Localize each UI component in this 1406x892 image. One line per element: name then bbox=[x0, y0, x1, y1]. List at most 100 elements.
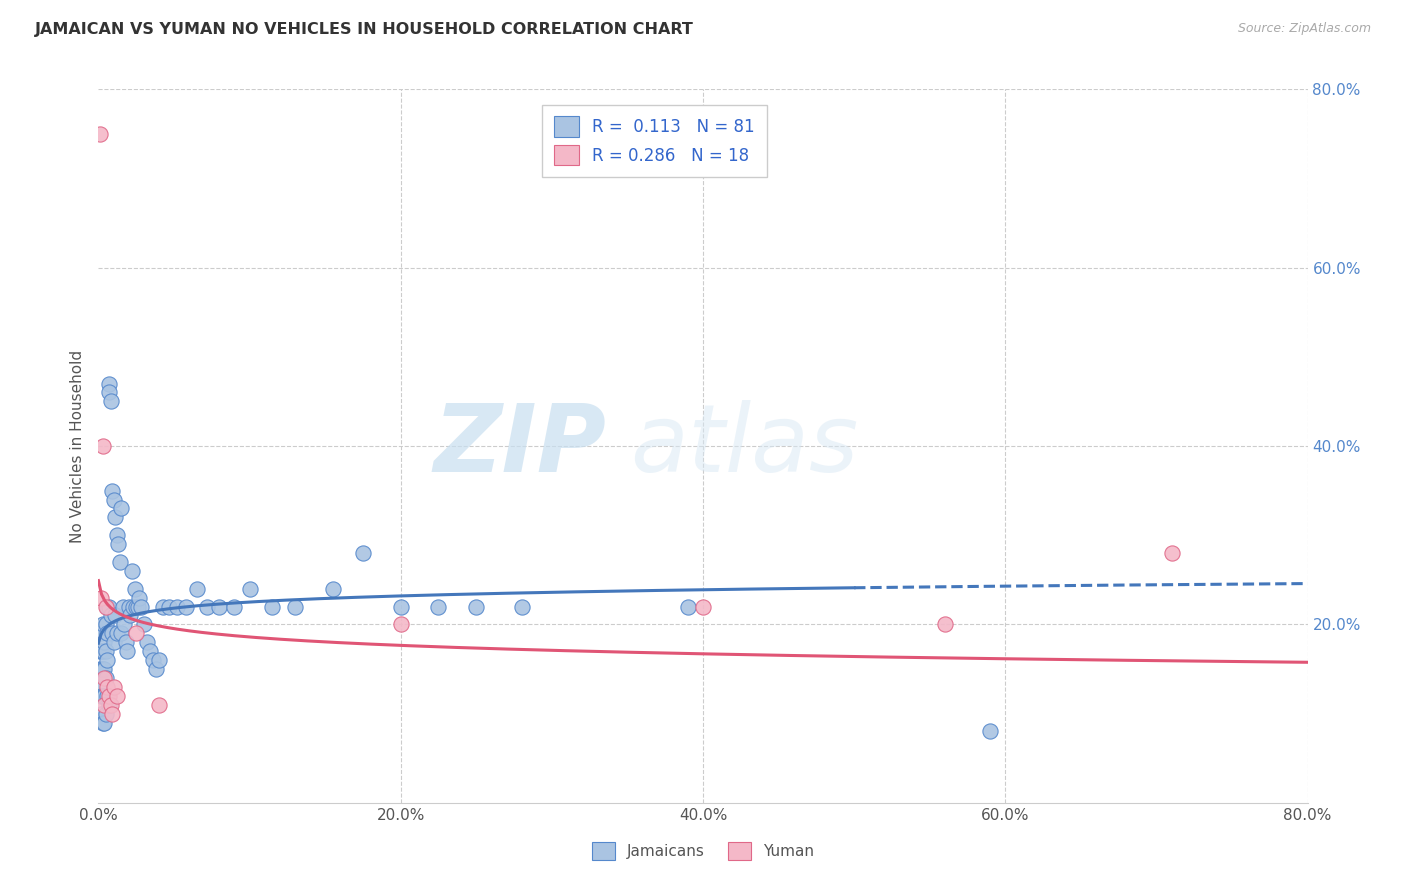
Point bbox=[427, 599, 450, 614]
Point bbox=[125, 599, 148, 614]
Point bbox=[676, 599, 699, 614]
Point bbox=[389, 617, 412, 632]
Point bbox=[89, 662, 111, 676]
Point bbox=[120, 608, 142, 623]
Point bbox=[114, 635, 136, 649]
Text: atlas: atlas bbox=[630, 401, 859, 491]
Point bbox=[159, 599, 181, 614]
Point bbox=[105, 528, 128, 542]
Point bbox=[101, 483, 124, 498]
Point bbox=[90, 689, 112, 703]
Point bbox=[148, 698, 170, 712]
Point bbox=[101, 706, 124, 721]
Point bbox=[139, 644, 162, 658]
Point bbox=[352, 546, 374, 560]
Point bbox=[979, 724, 1001, 739]
Point bbox=[132, 617, 155, 632]
Point bbox=[127, 599, 149, 614]
Point bbox=[91, 617, 114, 632]
Point bbox=[90, 626, 112, 640]
Point bbox=[91, 662, 114, 676]
Point bbox=[93, 662, 115, 676]
Text: ZIP: ZIP bbox=[433, 400, 606, 492]
Point bbox=[110, 501, 132, 516]
Point bbox=[101, 626, 124, 640]
Point bbox=[122, 599, 145, 614]
Point bbox=[105, 689, 128, 703]
Legend: Jamaicans, Yuman: Jamaicans, Yuman bbox=[586, 836, 820, 866]
Point bbox=[142, 653, 165, 667]
Point bbox=[112, 617, 135, 632]
Point bbox=[239, 582, 262, 596]
Point bbox=[934, 617, 956, 632]
Y-axis label: No Vehicles in Household: No Vehicles in Household bbox=[69, 350, 84, 542]
Point bbox=[93, 715, 115, 730]
Point bbox=[110, 626, 132, 640]
Point bbox=[174, 599, 197, 614]
Text: JAMAICAN VS YUMAN NO VEHICLES IN HOUSEHOLD CORRELATION CHART: JAMAICAN VS YUMAN NO VEHICLES IN HOUSEHO… bbox=[35, 22, 695, 37]
Point bbox=[94, 599, 117, 614]
Point bbox=[98, 376, 121, 391]
Text: Source: ZipAtlas.com: Source: ZipAtlas.com bbox=[1237, 22, 1371, 36]
Point bbox=[94, 706, 117, 721]
Point bbox=[98, 385, 121, 400]
Point bbox=[96, 626, 118, 640]
Point bbox=[104, 608, 127, 623]
Point bbox=[208, 599, 231, 614]
Point bbox=[91, 715, 114, 730]
Point bbox=[90, 644, 112, 658]
Point bbox=[121, 564, 143, 578]
Point bbox=[124, 582, 146, 596]
Point bbox=[107, 537, 129, 551]
Point bbox=[108, 555, 131, 569]
Point bbox=[1160, 546, 1182, 560]
Point bbox=[94, 671, 117, 685]
Point bbox=[186, 582, 208, 596]
Point bbox=[389, 599, 412, 614]
Point bbox=[148, 653, 170, 667]
Point bbox=[284, 599, 307, 614]
Point bbox=[94, 617, 117, 632]
Point bbox=[93, 689, 115, 703]
Point bbox=[98, 599, 121, 614]
Point bbox=[692, 599, 714, 614]
Point bbox=[166, 599, 188, 614]
Point bbox=[90, 662, 112, 676]
Point bbox=[118, 599, 141, 614]
Point bbox=[195, 599, 218, 614]
Point bbox=[89, 644, 111, 658]
Point bbox=[115, 644, 138, 658]
Point bbox=[90, 591, 112, 605]
Point bbox=[96, 689, 118, 703]
Point bbox=[262, 599, 284, 614]
Point bbox=[96, 599, 118, 614]
Point bbox=[98, 698, 121, 712]
Point bbox=[322, 582, 344, 596]
Point bbox=[103, 492, 125, 507]
Point bbox=[105, 626, 128, 640]
Point bbox=[96, 680, 118, 694]
Point bbox=[100, 698, 122, 712]
Point bbox=[128, 591, 150, 605]
Point bbox=[91, 439, 114, 453]
Point bbox=[94, 644, 117, 658]
Point bbox=[100, 608, 122, 623]
Point bbox=[100, 394, 122, 409]
Point bbox=[224, 599, 246, 614]
Point bbox=[104, 510, 127, 524]
Point bbox=[93, 698, 115, 712]
Point bbox=[152, 599, 174, 614]
Point bbox=[91, 644, 114, 658]
Point bbox=[89, 127, 111, 141]
Point bbox=[91, 689, 114, 703]
Point bbox=[90, 706, 112, 721]
Point bbox=[465, 599, 488, 614]
Point bbox=[135, 635, 157, 649]
Point bbox=[129, 599, 152, 614]
Point bbox=[93, 671, 115, 685]
Point bbox=[510, 599, 533, 614]
Point bbox=[93, 635, 115, 649]
Point bbox=[145, 662, 167, 676]
Point bbox=[89, 680, 111, 694]
Point bbox=[125, 626, 148, 640]
